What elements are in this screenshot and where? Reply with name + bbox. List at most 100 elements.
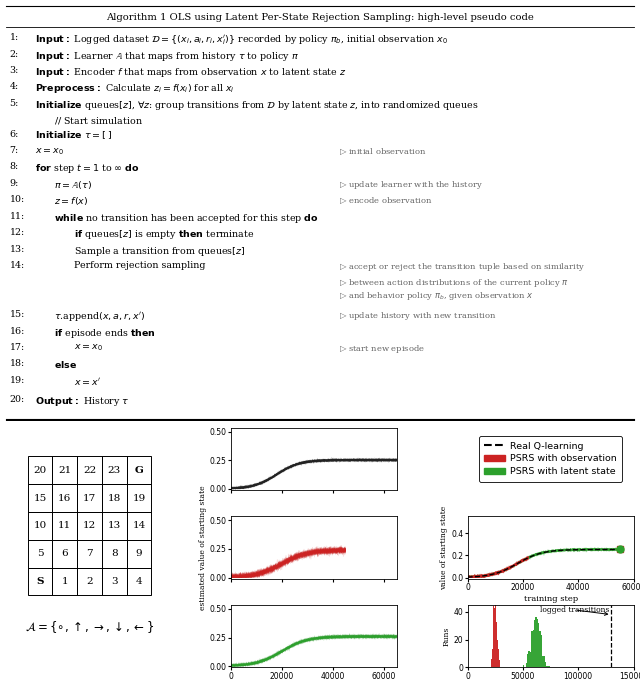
Text: 12: 12 <box>83 522 96 530</box>
Text: 2: 2 <box>86 577 93 586</box>
Text: $\mathcal{A} = \{\circ, \uparrow, \rightarrow, \downarrow, \leftarrow\}$: $\mathcal{A} = \{\circ, \uparrow, \right… <box>25 618 154 635</box>
Text: $\mathbf{Input:}$ Encoder $f$ that maps from observation $x$ to latent state $z$: $\mathbf{Input:}$ Encoder $f$ that maps … <box>35 66 347 79</box>
Text: 10:: 10: <box>10 195 25 204</box>
Text: 4:: 4: <box>10 82 19 91</box>
Text: $\mathbf{if}$ episode ends $\mathbf{then}$: $\mathbf{if}$ episode ends $\mathbf{then… <box>54 327 156 340</box>
Text: 9: 9 <box>136 550 142 558</box>
Text: 18:: 18: <box>10 360 25 368</box>
Text: 6: 6 <box>61 550 68 558</box>
Text: 18: 18 <box>108 494 121 503</box>
Text: $x = x_0$: $x = x_0$ <box>74 343 102 353</box>
Text: $\mathbf{for}$ step $t = 1$ to $\infty$ $\mathbf{do}$: $\mathbf{for}$ step $t = 1$ to $\infty$ … <box>35 163 140 176</box>
Bar <box>77 540 102 568</box>
Text: $z = f(x)$: $z = f(x)$ <box>54 195 89 207</box>
Bar <box>77 484 102 512</box>
Text: $\triangleright$ between action distributions of the current policy $\pi$: $\triangleright$ between action distribu… <box>339 277 569 289</box>
Text: 20:: 20: <box>10 395 25 404</box>
Bar <box>52 540 77 568</box>
Text: $\mathbf{if}$ queues$[z]$ is empty $\mathbf{then}$ terminate: $\mathbf{if}$ queues$[z]$ is empty $\mat… <box>74 228 254 241</box>
Legend: Real Q-learning, PSRS with observation, PSRS with latent state: Real Q-learning, PSRS with observation, … <box>479 436 622 482</box>
Text: 7:: 7: <box>10 146 19 155</box>
Text: $\mathbf{Input:}$ Logged dataset $\mathcal{D} = \{(x_i, a_i, r_i, x_i^{\prime})\: $\mathbf{Input:}$ Logged dataset $\mathc… <box>35 33 448 47</box>
Bar <box>52 568 77 595</box>
Text: 8: 8 <box>111 550 118 558</box>
Bar <box>52 512 77 540</box>
Text: S: S <box>36 577 44 586</box>
Text: 23: 23 <box>108 466 121 475</box>
Text: 8:: 8: <box>10 163 19 172</box>
Text: 20: 20 <box>33 466 47 475</box>
Text: G: G <box>134 466 143 475</box>
Bar <box>548 666 549 667</box>
Text: 5: 5 <box>36 550 44 558</box>
Bar <box>546 666 548 667</box>
Text: $\mathbf{while}$ no transition has been accepted for this step $\mathbf{do}$: $\mathbf{while}$ no transition has been … <box>54 212 319 225</box>
Bar <box>527 654 529 667</box>
Bar <box>127 512 151 540</box>
Bar <box>529 651 530 667</box>
Text: 17:: 17: <box>10 343 25 352</box>
Text: $\mathbf{Preprocess:}$ Calculate $z_i = f(x_i)$ for all $x_i$: $\mathbf{Preprocess:}$ Calculate $z_i = … <box>35 82 235 95</box>
Text: $\mathbf{Initialize}$ $\tau = [\;]$: $\mathbf{Initialize}$ $\tau = [\;]$ <box>35 129 113 142</box>
Text: $\mathbf{Initialize}$ queues$[z]$, $\forall z$: group transitions from $\mathcal: $\mathbf{Initialize}$ queues$[z]$, $\for… <box>35 99 479 112</box>
Bar <box>531 631 532 667</box>
Bar <box>540 631 541 667</box>
Text: 5:: 5: <box>10 99 19 108</box>
Y-axis label: estimated value of starting state: estimated value of starting state <box>198 485 207 610</box>
Bar <box>538 623 540 667</box>
Text: 3:: 3: <box>10 66 19 75</box>
Text: 1:: 1: <box>10 33 19 42</box>
Text: 6:: 6: <box>10 129 19 139</box>
Bar <box>77 512 102 540</box>
Bar <box>52 484 77 512</box>
Bar <box>127 484 151 512</box>
Text: 17: 17 <box>83 494 96 503</box>
Text: $\triangleright$ start new episode: $\triangleright$ start new episode <box>339 343 426 355</box>
Text: 15:: 15: <box>10 310 25 319</box>
Text: $\triangleright$ initial observation: $\triangleright$ initial observation <box>339 146 427 157</box>
Text: 11:: 11: <box>10 212 25 221</box>
Text: $\mathbf{else}$: $\mathbf{else}$ <box>54 360 77 370</box>
Text: $\triangleright$ and behavior policy $\pi_b$, given observation $x$: $\triangleright$ and behavior policy $\p… <box>339 290 534 302</box>
Text: 14: 14 <box>132 522 145 530</box>
Bar <box>52 456 77 484</box>
Bar <box>127 568 151 595</box>
Bar <box>102 568 127 595</box>
Y-axis label: value of starting state: value of starting state <box>440 505 449 590</box>
Bar <box>28 484 52 512</box>
Text: 19: 19 <box>132 494 145 503</box>
Text: $\mathit{//}$ Start simulation: $\mathit{//}$ Start simulation <box>54 115 143 126</box>
Bar <box>127 540 151 568</box>
Bar <box>535 618 537 667</box>
Bar <box>102 540 127 568</box>
Text: $\triangleright$ accept or reject the transition tuple based on similarity: $\triangleright$ accept or reject the tr… <box>339 261 586 273</box>
Text: 19:: 19: <box>10 376 25 385</box>
Text: $\triangleright$ update history with new transition: $\triangleright$ update history with new… <box>339 310 497 322</box>
Text: 7: 7 <box>86 550 93 558</box>
Bar <box>532 630 534 667</box>
Bar <box>28 540 52 568</box>
Bar <box>28 512 52 540</box>
Bar <box>545 662 546 667</box>
Text: Perform rejection sampling: Perform rejection sampling <box>74 261 205 270</box>
Text: 3: 3 <box>111 577 118 586</box>
Bar <box>530 652 531 667</box>
Text: 14:: 14: <box>10 261 25 270</box>
Bar <box>543 656 545 667</box>
Text: 1: 1 <box>61 577 68 586</box>
Bar <box>127 456 151 484</box>
Bar <box>534 620 535 667</box>
Bar <box>525 663 527 667</box>
Text: $\pi = \mathbb{A}(\tau)$: $\pi = \mathbb{A}(\tau)$ <box>54 179 93 191</box>
X-axis label: training step: training step <box>524 595 578 603</box>
Bar <box>102 456 127 484</box>
Text: 10: 10 <box>33 522 47 530</box>
Text: Sample a transition from queues$[z]$: Sample a transition from queues$[z]$ <box>74 244 245 257</box>
Bar <box>541 635 542 667</box>
Text: $x = x_0$: $x = x_0$ <box>35 146 64 157</box>
Text: 21: 21 <box>58 466 71 475</box>
Bar <box>77 568 102 595</box>
Text: 4: 4 <box>136 577 142 586</box>
Text: $\triangleright$ encode observation: $\triangleright$ encode observation <box>339 195 433 206</box>
Text: 12:: 12: <box>10 228 25 237</box>
